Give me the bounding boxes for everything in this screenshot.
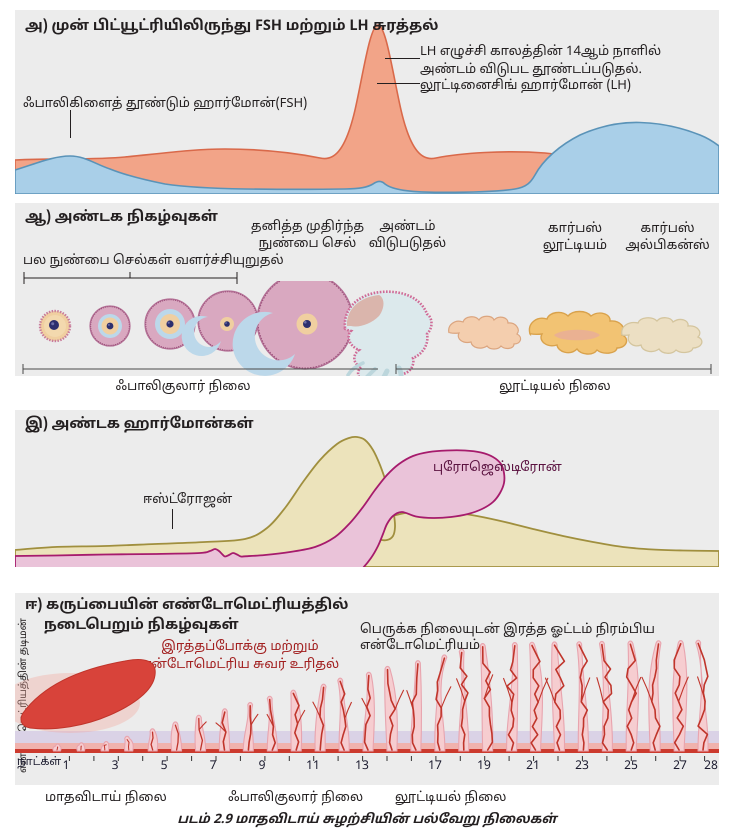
svg-text:27: 27: [673, 760, 687, 774]
svg-text:11: 11: [306, 760, 320, 774]
svg-text:5: 5: [161, 760, 168, 774]
svg-text:19: 19: [477, 760, 491, 774]
svg-text:நாட்கள்: நாட்கள்: [17, 755, 61, 770]
svg-text:1: 1: [63, 760, 70, 774]
svg-text:28: 28: [704, 760, 718, 774]
svg-text:21: 21: [526, 760, 540, 774]
svg-text:13: 13: [355, 760, 369, 774]
svg-text:23: 23: [575, 760, 589, 774]
svg-text:7: 7: [210, 760, 217, 774]
svg-text:3: 3: [112, 760, 119, 774]
svg-text:17: 17: [428, 760, 442, 774]
svg-text:9: 9: [259, 760, 266, 774]
svg-text:25: 25: [624, 760, 638, 774]
